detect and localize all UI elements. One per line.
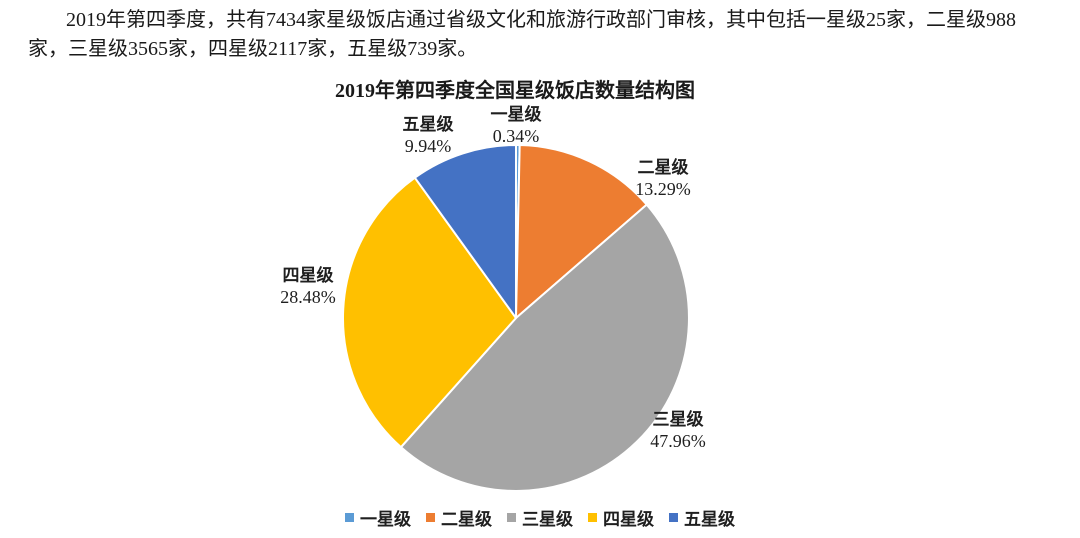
legend-item-label: 二星级 xyxy=(441,510,492,529)
pie-label-四星级: 四星级 28.48% xyxy=(280,265,336,308)
pie-label-category: 一星级 xyxy=(490,105,542,124)
legend-item-label: 三星级 xyxy=(522,510,573,529)
legend-item-四星级: 四星级 xyxy=(588,505,654,530)
chart-title: 2019年第四季度全国星级饭店数量结构图 xyxy=(335,80,695,102)
pie-slice-五星级 xyxy=(413,144,517,319)
legend-item-label: 四星级 xyxy=(603,510,654,529)
pie-slice-三星级 xyxy=(399,203,690,492)
pie-slice-四星级 xyxy=(342,176,517,449)
pie-label-category: 四星级 xyxy=(282,266,334,285)
pie-label-category: 二星级 xyxy=(637,158,689,177)
legend-item-label: 一星级 xyxy=(360,510,411,529)
pie-label-二星级: 二星级 13.29% xyxy=(635,157,691,200)
legend-marker-icon xyxy=(669,513,678,522)
intro-paragraph-line2: 家，三星级3565家，四星级2117家，五星级739家。 xyxy=(28,38,478,60)
pie-label-category: 五星级 xyxy=(402,115,454,134)
chart-legend: 一星级 二星级 三星级 四星级 五星级 xyxy=(0,505,1080,530)
legend-marker-icon xyxy=(507,513,516,522)
legend-item-二星级: 二星级 xyxy=(426,505,492,530)
intro-paragraph: 2019年第四季度，共有7434家星级饭店通过省级文化和旅游行政部门审核，其中包… xyxy=(28,6,1056,64)
legend-marker-icon xyxy=(345,513,354,522)
pie-label-一星级: 一星级 0.34% xyxy=(491,104,542,147)
legend-item-label: 五星级 xyxy=(684,510,735,529)
intro-paragraph-line1: 2019年第四季度，共有7434家星级饭店通过省级文化和旅游行政部门审核，其中包… xyxy=(66,9,1016,31)
pie-label-percentage: 28.48% xyxy=(280,287,336,307)
legend-item-三星级: 三星级 xyxy=(507,505,573,530)
pie-label-percentage: 9.94% xyxy=(404,136,452,156)
pie-label-category: 三星级 xyxy=(652,410,704,429)
legend-marker-icon xyxy=(426,513,435,522)
legend-marker-icon xyxy=(588,513,597,522)
legend-item-五星级: 五星级 xyxy=(669,505,735,530)
pie-label-五星级: 五星级 9.94% xyxy=(403,114,454,157)
pie-slice-二星级 xyxy=(515,144,648,319)
legend-item-一星级: 一星级 xyxy=(345,505,411,530)
pie-label-percentage: 47.96% xyxy=(650,431,706,451)
pie-label-percentage: 0.34% xyxy=(492,126,540,146)
pie-label-三星级: 三星级 47.96% xyxy=(650,409,706,452)
pie-label-percentage: 13.29% xyxy=(635,179,691,199)
